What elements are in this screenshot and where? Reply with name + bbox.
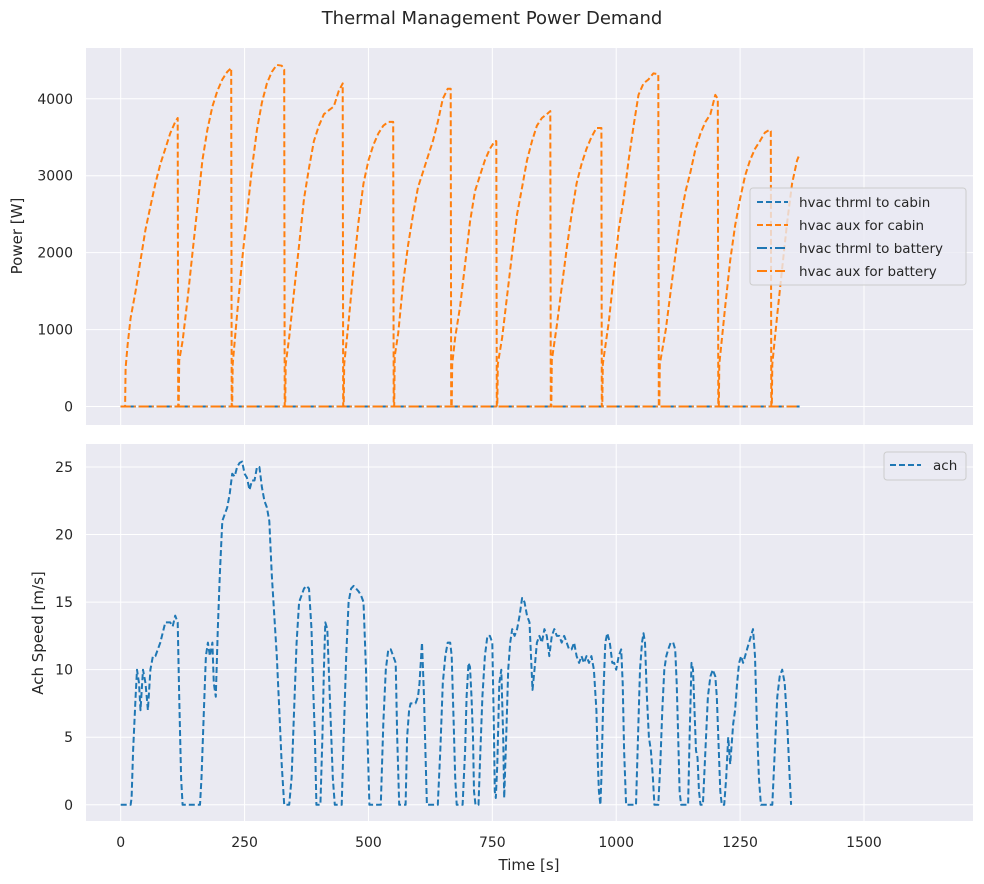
speed-plot-y-ticks: 0 5 10 15 20 25 (55, 460, 73, 814)
power-plot-series (120, 63, 801, 408)
legend-label-hvac-aux-for-cabin: hvac aux for cabin (799, 218, 924, 234)
speed-plot-x-ticks: 0 250 500 750 1000 1250 1500 (116, 835, 882, 851)
y-tick-label: 2000 (37, 246, 73, 262)
y-tick-label: 3000 (37, 169, 73, 185)
power-y-axis-label: Power [W] (8, 198, 26, 275)
x-tick-label: 1500 (846, 835, 882, 851)
power-plot: 0 1000 2000 3000 4000 Power [W] hvac thrml t… (8, 48, 973, 425)
power-plot-y-ticks: 0 1000 2000 3000 4000 (37, 92, 73, 416)
speed-plot-legend: ach (883, 451, 967, 481)
speed-y-axis-label: Ach Speed [m/s] (29, 571, 47, 695)
legend-label-hvac-thrml-to-cabin: hvac thrml to cabin (799, 195, 930, 211)
x-tick-label: 750 (479, 835, 506, 851)
x-axis-label: Time [s] (498, 856, 560, 874)
x-tick-label: 500 (355, 835, 382, 851)
y-tick-label: 4000 (37, 92, 73, 108)
y-tick-label: 0 (64, 798, 73, 814)
speed-plot-grid (86, 444, 973, 821)
power-legend-box (749, 187, 967, 286)
speed-plot: 0 5 10 15 20 25 0 250 500 750 1000 1250 1500 Ach Sp… (29, 444, 973, 874)
figure-title: Thermal Management Power Demand (321, 8, 663, 29)
x-tick-label: 1000 (598, 835, 634, 851)
legend-label-hvac-aux-for-battery: hvac aux for battery (799, 264, 937, 280)
speed-plot-series (120, 460, 793, 806)
y-tick-label: 20 (55, 528, 73, 544)
legend-label-ach: ach (933, 458, 957, 474)
y-tick-label: 5 (64, 730, 73, 746)
y-tick-label: 15 (55, 595, 73, 611)
x-tick-label: 1250 (722, 835, 758, 851)
y-tick-label: 10 (55, 663, 73, 679)
series-line-ach (120, 460, 793, 806)
legend-label-hvac-thrml-to-battery: hvac thrml to battery (799, 241, 943, 257)
x-tick-label: 250 (231, 835, 258, 851)
power-plot-legend: hvac thrml to cabin hvac aux for cabin h… (749, 187, 967, 286)
y-tick-label: 25 (55, 460, 73, 476)
x-tick-label: 0 (116, 835, 125, 851)
y-tick-label: 0 (64, 400, 73, 416)
y-tick-label: 1000 (37, 323, 73, 339)
speed-legend-box (883, 451, 967, 481)
